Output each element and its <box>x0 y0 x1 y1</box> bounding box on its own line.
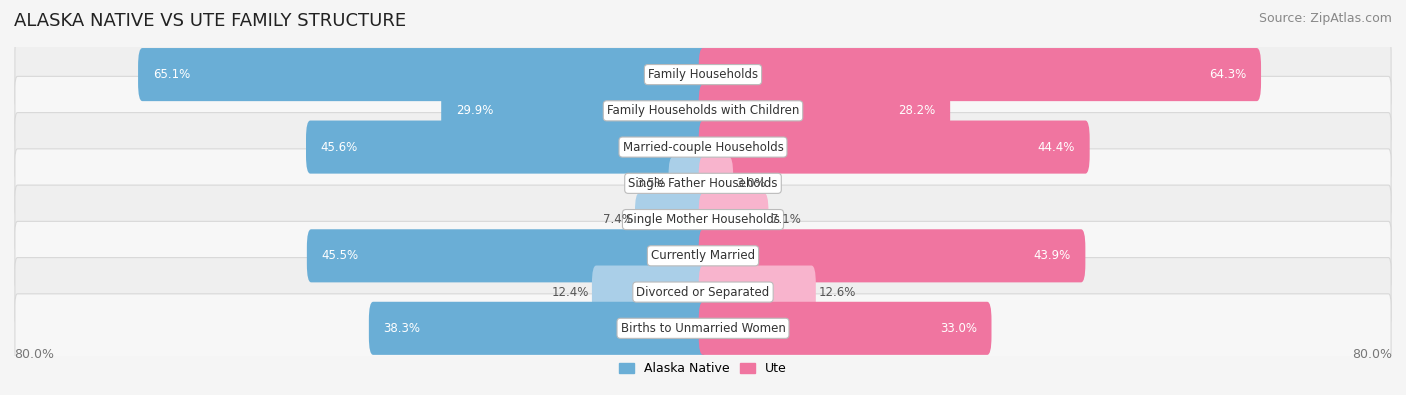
Text: Currently Married: Currently Married <box>651 249 755 262</box>
FancyBboxPatch shape <box>699 48 1261 101</box>
Text: 7.4%: 7.4% <box>603 213 633 226</box>
Text: 44.4%: 44.4% <box>1038 141 1076 154</box>
FancyBboxPatch shape <box>699 84 950 137</box>
Text: 43.9%: 43.9% <box>1033 249 1071 262</box>
Text: Source: ZipAtlas.com: Source: ZipAtlas.com <box>1258 12 1392 25</box>
FancyBboxPatch shape <box>699 265 815 319</box>
Text: Divorced or Separated: Divorced or Separated <box>637 286 769 299</box>
Text: ALASKA NATIVE VS UTE FAMILY STRUCTURE: ALASKA NATIVE VS UTE FAMILY STRUCTURE <box>14 12 406 30</box>
Text: 3.5%: 3.5% <box>637 177 666 190</box>
Legend: Alaska Native, Ute: Alaska Native, Ute <box>614 357 792 380</box>
FancyBboxPatch shape <box>699 193 769 246</box>
FancyBboxPatch shape <box>699 302 991 355</box>
FancyBboxPatch shape <box>15 113 1391 182</box>
FancyBboxPatch shape <box>307 120 707 174</box>
Text: 33.0%: 33.0% <box>939 322 977 335</box>
Text: 28.2%: 28.2% <box>898 104 935 117</box>
Text: 65.1%: 65.1% <box>153 68 190 81</box>
FancyBboxPatch shape <box>636 193 707 246</box>
Text: Single Father Households: Single Father Households <box>628 177 778 190</box>
FancyBboxPatch shape <box>368 302 707 355</box>
Text: 64.3%: 64.3% <box>1209 68 1246 81</box>
FancyBboxPatch shape <box>15 149 1391 218</box>
FancyBboxPatch shape <box>592 265 707 319</box>
Text: 7.1%: 7.1% <box>770 213 801 226</box>
Text: 12.4%: 12.4% <box>553 286 589 299</box>
FancyBboxPatch shape <box>15 76 1391 145</box>
Text: Family Households: Family Households <box>648 68 758 81</box>
FancyBboxPatch shape <box>699 120 1090 174</box>
FancyBboxPatch shape <box>441 84 707 137</box>
FancyBboxPatch shape <box>15 185 1391 254</box>
FancyBboxPatch shape <box>699 157 733 210</box>
FancyBboxPatch shape <box>15 40 1391 109</box>
Text: 38.3%: 38.3% <box>384 322 420 335</box>
Text: 45.6%: 45.6% <box>321 141 359 154</box>
Text: Single Mother Households: Single Mother Households <box>626 213 780 226</box>
Text: 45.5%: 45.5% <box>322 249 359 262</box>
Text: 12.6%: 12.6% <box>818 286 856 299</box>
FancyBboxPatch shape <box>138 48 707 101</box>
FancyBboxPatch shape <box>307 229 707 282</box>
Text: 80.0%: 80.0% <box>1353 348 1392 361</box>
Text: Births to Unmarried Women: Births to Unmarried Women <box>620 322 786 335</box>
FancyBboxPatch shape <box>15 258 1391 327</box>
FancyBboxPatch shape <box>15 294 1391 363</box>
Text: 3.0%: 3.0% <box>735 177 765 190</box>
FancyBboxPatch shape <box>669 157 707 210</box>
Text: 80.0%: 80.0% <box>14 348 53 361</box>
Text: Married-couple Households: Married-couple Households <box>623 141 783 154</box>
FancyBboxPatch shape <box>699 229 1085 282</box>
Text: Family Households with Children: Family Households with Children <box>607 104 799 117</box>
Text: 29.9%: 29.9% <box>456 104 494 117</box>
FancyBboxPatch shape <box>15 221 1391 290</box>
